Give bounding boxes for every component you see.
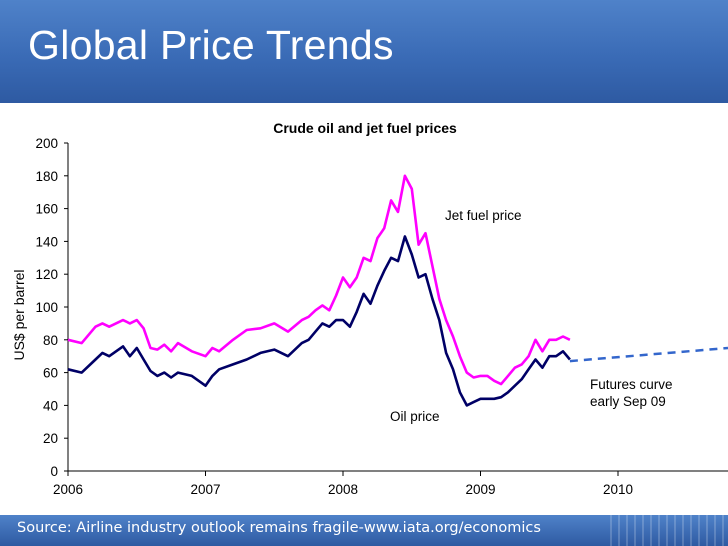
oil-price-line bbox=[67, 235, 571, 407]
y-tick-label: 20 bbox=[43, 431, 58, 446]
futures-curve-line bbox=[569, 346, 728, 363]
y-tick-label: 80 bbox=[43, 333, 58, 348]
slide-title: Global Price Trends bbox=[28, 22, 394, 68]
footer-decoration bbox=[610, 515, 728, 546]
slide-header: Global Price Trends bbox=[0, 0, 728, 103]
futures-curve-label: early Sep 09 bbox=[590, 394, 666, 409]
futures-curve-label: Futures curve bbox=[590, 377, 673, 392]
oil-price-label: Oil price bbox=[390, 409, 440, 424]
y-axis-label: US$ per barrel bbox=[11, 269, 27, 360]
y-tick-label: 160 bbox=[35, 202, 58, 217]
y-tick-label: 180 bbox=[35, 169, 58, 184]
series-layer bbox=[67, 174, 728, 407]
x-tick-label: 2008 bbox=[328, 482, 358, 497]
slide-footer: Source: Airline industry outlook remains… bbox=[0, 515, 728, 546]
y-tick-label: 60 bbox=[43, 366, 58, 381]
y-tick-label: 40 bbox=[43, 398, 58, 413]
jet-fuel-price-line bbox=[67, 174, 571, 386]
price-chart: Crude oil and jet fuel prices US$ per ba… bbox=[11, 120, 728, 497]
x-tick-label: 2006 bbox=[53, 482, 83, 497]
source-text: Source: Airline industry outlook remains… bbox=[17, 520, 541, 536]
labels-layer: Jet fuel price Oil price Futures curve earl… bbox=[390, 208, 673, 424]
y-tick-label: 120 bbox=[35, 267, 58, 282]
y-tick-label: 0 bbox=[50, 464, 58, 479]
x-tick-label: 2010 bbox=[603, 482, 633, 497]
axes: 0 20 40 60 80 100 120 140 160 180 200 2006 2007 2008 2… bbox=[35, 136, 728, 497]
y-tick-label: 200 bbox=[35, 136, 58, 151]
jet-fuel-price-label: Jet fuel price bbox=[445, 208, 522, 223]
y-tick-label: 140 bbox=[35, 234, 58, 249]
x-tick-label: 2009 bbox=[465, 482, 495, 497]
x-tick-label: 2007 bbox=[190, 482, 220, 497]
y-tick-label: 100 bbox=[35, 300, 58, 315]
chart-title: Crude oil and jet fuel prices bbox=[273, 120, 457, 136]
